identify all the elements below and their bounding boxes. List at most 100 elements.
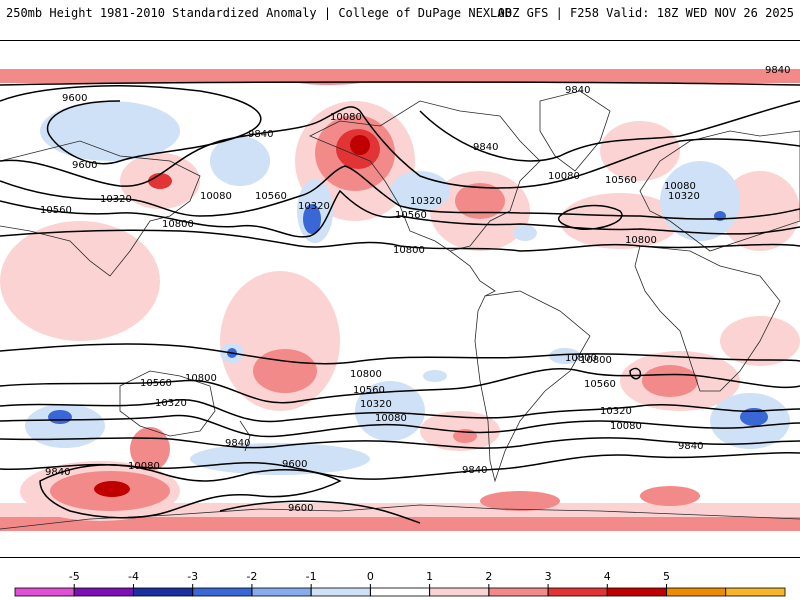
contour-label: 10320 <box>668 191 700 202</box>
coastline-africa <box>634 245 781 392</box>
contour-label: 10800 <box>350 369 382 380</box>
contour-labels: 9840 9600 9840 10080 9840 9600 10320 105… <box>40 65 790 514</box>
colorbar-tick-label: 4 <box>604 570 611 583</box>
anomaly-shade <box>240 69 420 85</box>
contour-label: 10560 <box>353 385 385 396</box>
contour-label: 9600 <box>62 93 87 104</box>
anomaly-shade <box>94 481 130 497</box>
contour-line <box>0 343 800 365</box>
anomaly-shade <box>148 173 172 189</box>
colorbar-tick-label: -3 <box>187 570 198 583</box>
contour-label: 10560 <box>140 378 172 389</box>
anomaly-shade <box>740 408 768 426</box>
contour-label: 10320 <box>600 406 632 417</box>
map-title: 250mb Height 1981-2010 Standardized Anom… <box>6 6 512 20</box>
colorbar-tick-label: 5 <box>663 570 670 583</box>
contour-line <box>0 399 800 423</box>
colorbar-ticks: -5 -4 -3 -2 -1 0 1 2 3 4 5 <box>69 570 670 596</box>
colorbar: -5 -4 -3 -2 -1 0 1 2 3 4 5 <box>14 570 786 597</box>
colorbar-bin <box>606 587 667 597</box>
contour-label: 9840 <box>225 438 250 449</box>
coastline-new-zealand <box>239 420 251 452</box>
height-contours <box>0 81 800 524</box>
anomaly-shade <box>253 349 317 393</box>
contour-label: 10320 <box>410 196 442 207</box>
contour-label: 10080 <box>375 413 407 424</box>
anomaly-shade <box>549 348 581 364</box>
contour-label: 10800 <box>185 373 217 384</box>
model-run-info: 00Z GFS | F258 Valid: 18Z WED NOV 26 202… <box>497 6 794 20</box>
anomaly-shade <box>0 517 800 531</box>
contour-label: 9600 <box>288 503 313 514</box>
anomaly-shade <box>190 443 370 475</box>
coastline-central-america <box>449 250 496 297</box>
colorbar-bin <box>192 587 253 597</box>
colorbar-bin <box>14 587 75 597</box>
contour-line <box>0 189 800 238</box>
colorbar-tick-label: -5 <box>69 570 80 583</box>
colorbar-bin <box>488 587 549 597</box>
contour-label: 10800 <box>393 245 425 256</box>
coastline-greenland <box>539 90 611 172</box>
contour-label: 9840 <box>462 465 487 476</box>
contour-line <box>419 100 800 162</box>
contour-label: 10320 <box>298 201 330 212</box>
colorbar-bin <box>310 587 371 597</box>
contour-label: 9840 <box>45 467 70 478</box>
contour-label: 10080 <box>548 171 580 182</box>
contour-label: 10560 <box>395 210 427 221</box>
anomaly-shade <box>640 486 700 506</box>
colorbar-tick-label: -1 <box>306 570 317 583</box>
anomaly-shade <box>210 136 270 186</box>
contour-label: 9600 <box>282 459 307 470</box>
anomaly-shade <box>455 183 505 219</box>
coastline-asia <box>0 140 201 277</box>
anomaly-shade <box>0 221 160 341</box>
contour-label: 10800 <box>580 355 612 366</box>
colorbar-tick-label: 2 <box>485 570 492 583</box>
anomaly-shade <box>350 135 370 155</box>
anomaly-map: 9840 9600 9840 10080 9840 9600 10320 105… <box>0 65 800 531</box>
anomaly-shade <box>48 410 72 424</box>
contour-line <box>629 367 642 380</box>
colorbar-tick-label: 3 <box>545 570 552 583</box>
anomaly-shade <box>600 121 680 181</box>
contour-line <box>0 106 800 189</box>
colorbar-bin <box>251 587 312 597</box>
colorbar-tick-label: -2 <box>246 570 257 583</box>
contour-label: 10560 <box>255 191 287 202</box>
contour-label: 9840 <box>248 129 273 140</box>
coastline-south-america <box>474 290 591 483</box>
anomaly-shade <box>423 370 447 382</box>
anomaly-shade <box>513 225 537 241</box>
contour-label: 10080 <box>610 421 642 432</box>
colorbar-bin <box>547 587 608 597</box>
contour-line <box>0 81 800 86</box>
colorbar-bin <box>369 587 431 597</box>
anomaly-shade <box>0 69 800 83</box>
contour-label: 9840 <box>765 65 790 76</box>
contour-label: 10320 <box>360 399 392 410</box>
contour-label: 10080 <box>664 181 696 192</box>
anomaly-shade <box>25 404 105 448</box>
anomaly-shade <box>480 491 560 511</box>
contour-label: 10800 <box>625 235 657 246</box>
contour-label: 10080 <box>200 191 232 202</box>
contour-label: 10080 <box>330 112 362 123</box>
colorbar-tick-label: 1 <box>426 570 433 583</box>
contour-label: 9840 <box>473 142 498 153</box>
contour-line <box>0 229 800 252</box>
contour-line <box>39 464 342 519</box>
contour-label: 10800 <box>162 219 194 230</box>
contour-label: 9600 <box>72 160 97 171</box>
contour-label: 9840 <box>565 85 590 96</box>
contour-label: 10560 <box>40 205 72 216</box>
colorbar-tick-label: -4 <box>128 570 139 583</box>
colorbar-bins <box>14 587 786 597</box>
colorbar-bin <box>133 587 194 597</box>
contour-label: 10800 <box>565 353 597 364</box>
anomaly-shade <box>40 101 180 161</box>
contour-label: 10320 <box>155 398 187 409</box>
anomaly-shade <box>642 365 698 397</box>
contour-line <box>219 500 421 524</box>
